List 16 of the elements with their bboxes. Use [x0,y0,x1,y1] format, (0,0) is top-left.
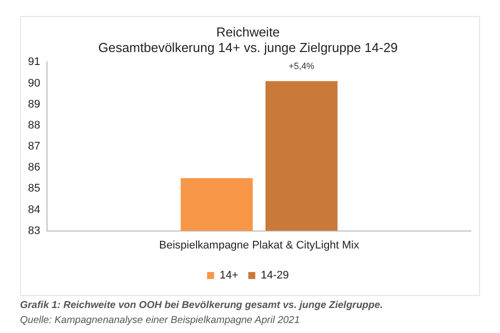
y-tick-label: 91 [28,56,40,68]
y-tick-label: 90 [28,77,40,90]
chart-title: Reichweite Gesamtbevölkerung 14+ vs. junge Zielgruppe 14-29 [98,24,398,55]
text: Grafik 1: Reichweite von OOH bei Bevölkerung gesamt vs. junge Zielgruppe. [20,299,384,313]
y-tick-label: 85 [28,182,40,195]
y-tick-label: 84 [28,204,40,216]
x-tick-label: Beispielkampagne Plakat & CityLight Mix [159,239,360,252]
y-tick-label: 89 [28,98,40,110]
y-tick-label: 83 [28,224,40,237]
y-tick-label: 88 [28,119,40,132]
legend-label: 14+ [220,270,238,282]
legend-label: 14-29 [260,270,289,282]
y-tick-label: 87 [28,140,40,153]
source-note: Quelle: Kampagnenanalyse einer Beispielkampagne April 2021 [20,314,301,328]
y-tick-label: 86 [28,162,40,174]
annotation: +5,4% [288,61,314,72]
